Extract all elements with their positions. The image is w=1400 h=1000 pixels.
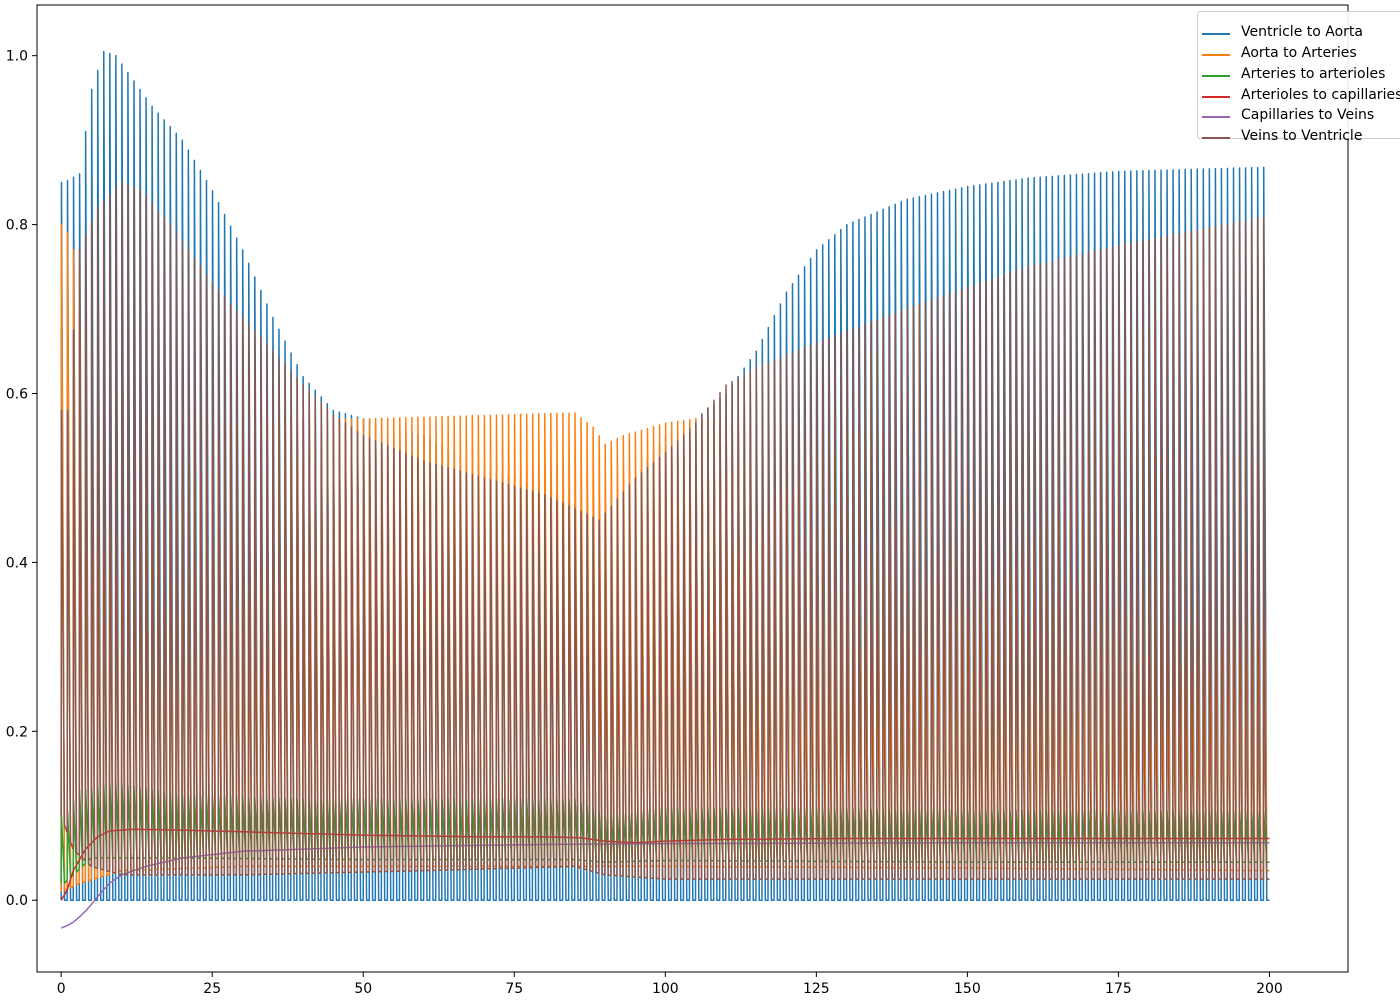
series-line-veins-to-ventricle [60,181,1270,880]
legend-swatch [1202,75,1230,77]
legend-swatch [1202,33,1230,35]
legend-label: Arterioles to capillaries [1241,87,1400,103]
legend-swatch [1202,96,1230,98]
x-tick-label: 50 [354,981,372,997]
y-tick-label: 0.4 [6,555,28,571]
x-tick-label: 75 [505,981,523,997]
y-tick-label: 0.8 [6,218,28,234]
y-tick-label: 0.0 [6,893,28,909]
x-tick-label: 100 [652,981,679,997]
legend-label: Aorta to Arteries [1241,45,1357,61]
legend-label: Ventricle to Aorta [1241,24,1363,40]
x-axis: 0 25 50 75 100 125 150 175 200 [57,972,1283,997]
y-axis: 0.0 0.2 0.4 0.6 0.8 1.0 [6,49,37,909]
legend: Ventricle to Aorta Aorta to Arteries Art… [1197,11,1400,144]
y-tick-label: 0.2 [6,724,28,740]
x-tick-label: 25 [203,981,221,997]
legend-label: Arteries to arterioles [1241,66,1386,82]
x-tick-label: 125 [803,981,830,997]
legend-label: Veins to Ventricle [1241,128,1363,144]
y-tick-label: 0.6 [6,386,28,402]
x-tick-label: 175 [1105,981,1132,997]
legend-swatch [1202,116,1230,118]
series-line-ventricle-to-aorta [60,50,1270,901]
series-layer [60,50,1270,929]
series-line-capillaries-to-veins [60,842,1270,929]
x-tick-label: 0 [57,981,66,997]
legend-swatch [1202,54,1230,56]
x-tick-label: 200 [1256,981,1283,997]
y-tick-label: 1.0 [6,49,28,65]
plot-frame [36,4,1349,973]
legend-swatch [1202,137,1230,139]
x-tick-label: 150 [954,981,981,997]
legend-label: Capillaries to Veins [1241,107,1375,123]
